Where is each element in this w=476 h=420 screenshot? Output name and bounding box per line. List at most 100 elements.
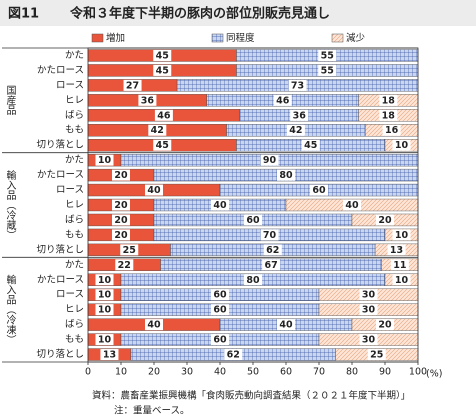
data-label-box [120,244,139,256]
data-label-box [112,199,130,211]
data-label: 55 [321,65,334,76]
data-label: 30 [362,290,376,301]
data-label-box [343,199,361,211]
legend-swatch [331,33,344,43]
data-label-box [153,49,172,61]
data-label: 20 [378,215,392,226]
data-label: 10 [395,140,409,151]
data-label-box [392,139,411,151]
data-label-box [379,109,398,121]
data-label-box [115,259,134,271]
data-label: 45 [156,140,169,151]
category-label: 切り落とし [36,243,84,255]
x-tick-label: 0 [85,367,91,378]
data-label: 36 [293,110,307,121]
data-label-box [263,244,282,256]
data-label-box [153,64,172,76]
data-label: 42 [289,125,302,136]
data-label: 40 [213,200,227,211]
category-label: ロース [56,80,84,91]
data-label-box [310,184,328,196]
data-label: 20 [378,320,392,331]
x-tick-label: 80 [346,367,358,378]
data-label: 90 [263,155,277,166]
data-label: 27 [126,80,139,91]
data-label: 22 [118,260,131,271]
data-label-box [382,124,401,136]
data-label: 60 [213,305,227,316]
x-tick-label: 40 [214,367,226,378]
data-label: 10 [98,290,112,301]
data-label: 10 [395,230,409,241]
data-label-box [318,64,337,76]
data-label: 80 [279,170,293,181]
x-tick-label: 60 [280,367,292,378]
data-label: 25 [123,245,136,256]
data-label: 46 [157,110,171,121]
data-label: 45 [156,65,169,76]
category-label: かたロース [37,170,84,181]
data-label: 20 [114,170,128,181]
data-label: 10 [98,335,112,346]
data-label: 10 [98,155,112,166]
category-label: ばら [65,110,84,121]
data-label-box [95,304,114,316]
legend-label: 同程度 [226,32,255,44]
note: 注：重量ベース。 [114,405,190,417]
category-label: かた [65,155,84,166]
legend-swatch [211,33,224,43]
data-label: 60 [213,290,227,301]
data-label-box [211,304,229,316]
data-label-box [95,334,114,346]
source: 資料：農畜産業振興機構「食肉販売動向調査結果（２０２１年度下半期）」 [92,390,410,402]
data-label-box [376,214,394,226]
category-label: かた [65,259,84,270]
data-label-box [112,229,130,241]
data-label: 30 [362,305,376,316]
data-label: 10 [395,275,409,286]
category-label: かたロース [37,274,84,285]
data-label-box [359,334,378,346]
data-label: 16 [385,125,399,136]
data-label-box [387,244,406,256]
data-label-box [379,94,398,106]
data-label-box [290,109,309,121]
category-label: もも [65,229,84,240]
data-label: 45 [304,140,317,151]
data-label-box [138,94,157,106]
data-label-box [359,289,378,301]
data-label-box [277,319,295,331]
data-label-box [376,319,394,331]
data-label-box [277,169,295,181]
data-label: 73 [291,80,304,91]
category-label: かたロース [37,65,84,76]
data-label: 30 [362,335,376,346]
data-label-box [211,199,229,211]
x-tick-label: 10 [115,367,127,378]
data-label: 20 [114,215,128,226]
x-unit: (%) [426,369,442,380]
category-label: かた [65,50,84,61]
data-label-box [286,124,305,136]
data-label-box [153,139,172,151]
data-label-box [211,289,229,301]
data-label-box [244,214,262,226]
legend-label: 減少 [346,32,366,44]
category-label: ばら [65,214,84,225]
x-tick-label: 90 [379,367,391,378]
data-label: 20 [114,230,128,241]
category-label: ヒレ [65,304,84,315]
group-label: 輸入品（冷凍） [4,273,16,344]
data-label: 42 [151,125,164,136]
data-label: 80 [246,275,260,286]
legend-swatch [91,33,104,43]
chart-title: 令和３年度下半期の豚肉の部位別販売見通し [70,6,330,22]
data-label: 60 [246,215,260,226]
data-label-box [224,349,243,361]
data-label: 55 [321,50,334,61]
data-label: 18 [382,95,396,106]
data-label-box [112,214,130,226]
legend-label: 増加 [106,32,125,44]
data-label: 13 [103,350,116,361]
